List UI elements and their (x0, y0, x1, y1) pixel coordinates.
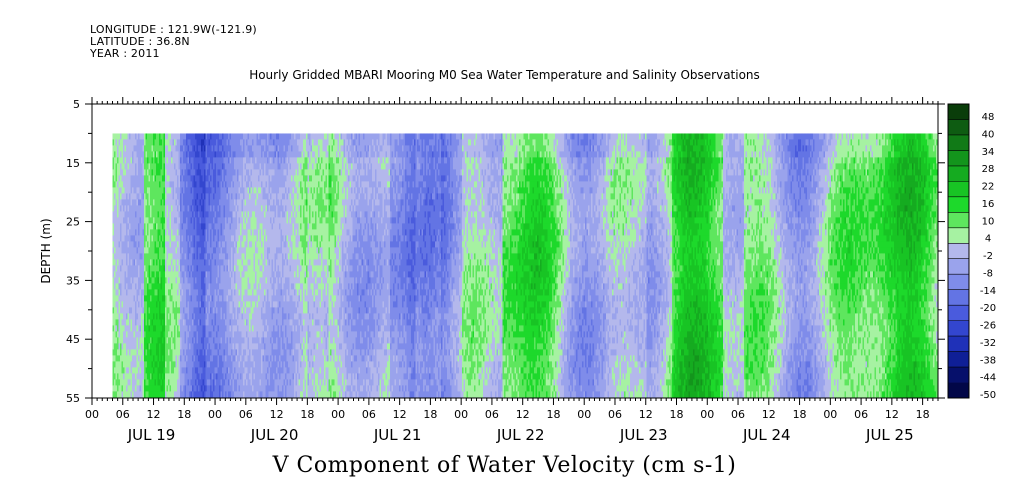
heatmap-field (113, 133, 940, 404)
